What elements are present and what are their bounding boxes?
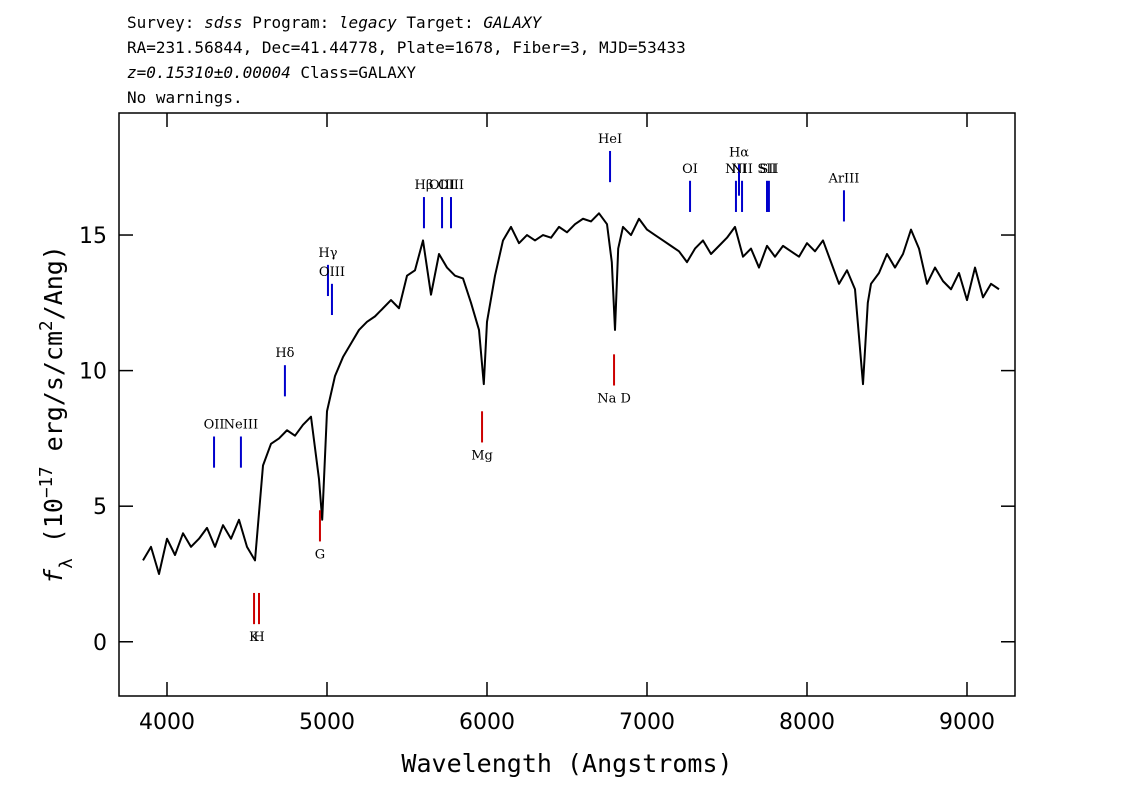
text-segment: GALAXY <box>483 13 542 32</box>
y-tick-label: 5 <box>93 495 107 520</box>
y-tick-label: 15 <box>79 224 107 249</box>
text-segment: 2 <box>37 320 57 331</box>
text-segment: /Ang) <box>39 245 68 320</box>
x-tick-label: 5000 <box>299 710 355 735</box>
text-segment: Class=GALAXY <box>291 63 417 82</box>
line-label: G <box>315 547 325 562</box>
line-label: HeI <box>598 132 622 147</box>
text-segment: Program: <box>243 13 339 32</box>
x-tick-label: 9000 <box>939 710 995 735</box>
x-tick-label: 8000 <box>779 710 835 735</box>
line-label: NII <box>725 162 747 177</box>
text-segment: z=0.15310±0.00004 <box>127 63 291 82</box>
text-segment: No warnings. <box>127 88 243 107</box>
line-label: OIII <box>319 265 345 280</box>
line-label: Hγ <box>318 246 337 261</box>
text-segment: −17 <box>37 466 57 498</box>
line-label: OIII <box>429 178 455 193</box>
line-label: OI <box>682 162 698 177</box>
header-line: No warnings. <box>127 88 243 107</box>
y-tick-label: 10 <box>79 360 107 385</box>
spectrum-line <box>142 212 1000 575</box>
line-label: NII <box>731 162 753 177</box>
x-axis-title: Wavelength (Angstroms) <box>401 749 732 778</box>
line-label: ArIII <box>827 171 859 186</box>
line-label: Hβ <box>415 178 434 193</box>
line-label: Hα <box>729 146 749 161</box>
line-label: K <box>249 630 259 645</box>
line-label: OII <box>204 417 225 432</box>
text-segment: RA=231.56844, Dec=41.44778, Plate=1678, … <box>127 38 686 57</box>
header-line: RA=231.56844, Dec=41.44778, Plate=1678, … <box>127 38 686 57</box>
text-segment: (10 <box>39 498 68 558</box>
header-line: z=0.15310±0.00004 Class=GALAXY <box>127 63 416 82</box>
line-label: Hδ <box>275 346 294 361</box>
line-label: H <box>253 630 264 645</box>
line-label: SII <box>759 162 778 177</box>
x-tick-label: 4000 <box>139 710 195 735</box>
y-tick-label: 0 <box>93 631 107 656</box>
plot-frame <box>118 112 1016 697</box>
text-segment: legacy <box>339 13 397 32</box>
header-line: Survey: sdss Program: legacy Target: GAL… <box>127 13 543 32</box>
x-tick-label: 6000 <box>459 710 515 735</box>
line-label: NeIII <box>224 417 258 432</box>
text-segment: Survey: <box>127 13 204 32</box>
text-segment: sdss <box>204 13 243 32</box>
line-label: Na D <box>597 392 631 407</box>
plot-area <box>142 212 1000 575</box>
y-axis-title: fλ (10−17 erg/s/cm2/Ang) <box>37 245 77 584</box>
text-segment: λ <box>57 558 77 569</box>
text-segment: f <box>39 568 68 584</box>
line-label: SII <box>757 162 776 177</box>
text-segment: Target: <box>397 13 484 32</box>
line-label: Mg <box>471 448 493 463</box>
line-label: OIII <box>438 178 464 193</box>
x-tick-label: 7000 <box>619 710 675 735</box>
text-segment: erg/s/cm <box>39 331 68 466</box>
